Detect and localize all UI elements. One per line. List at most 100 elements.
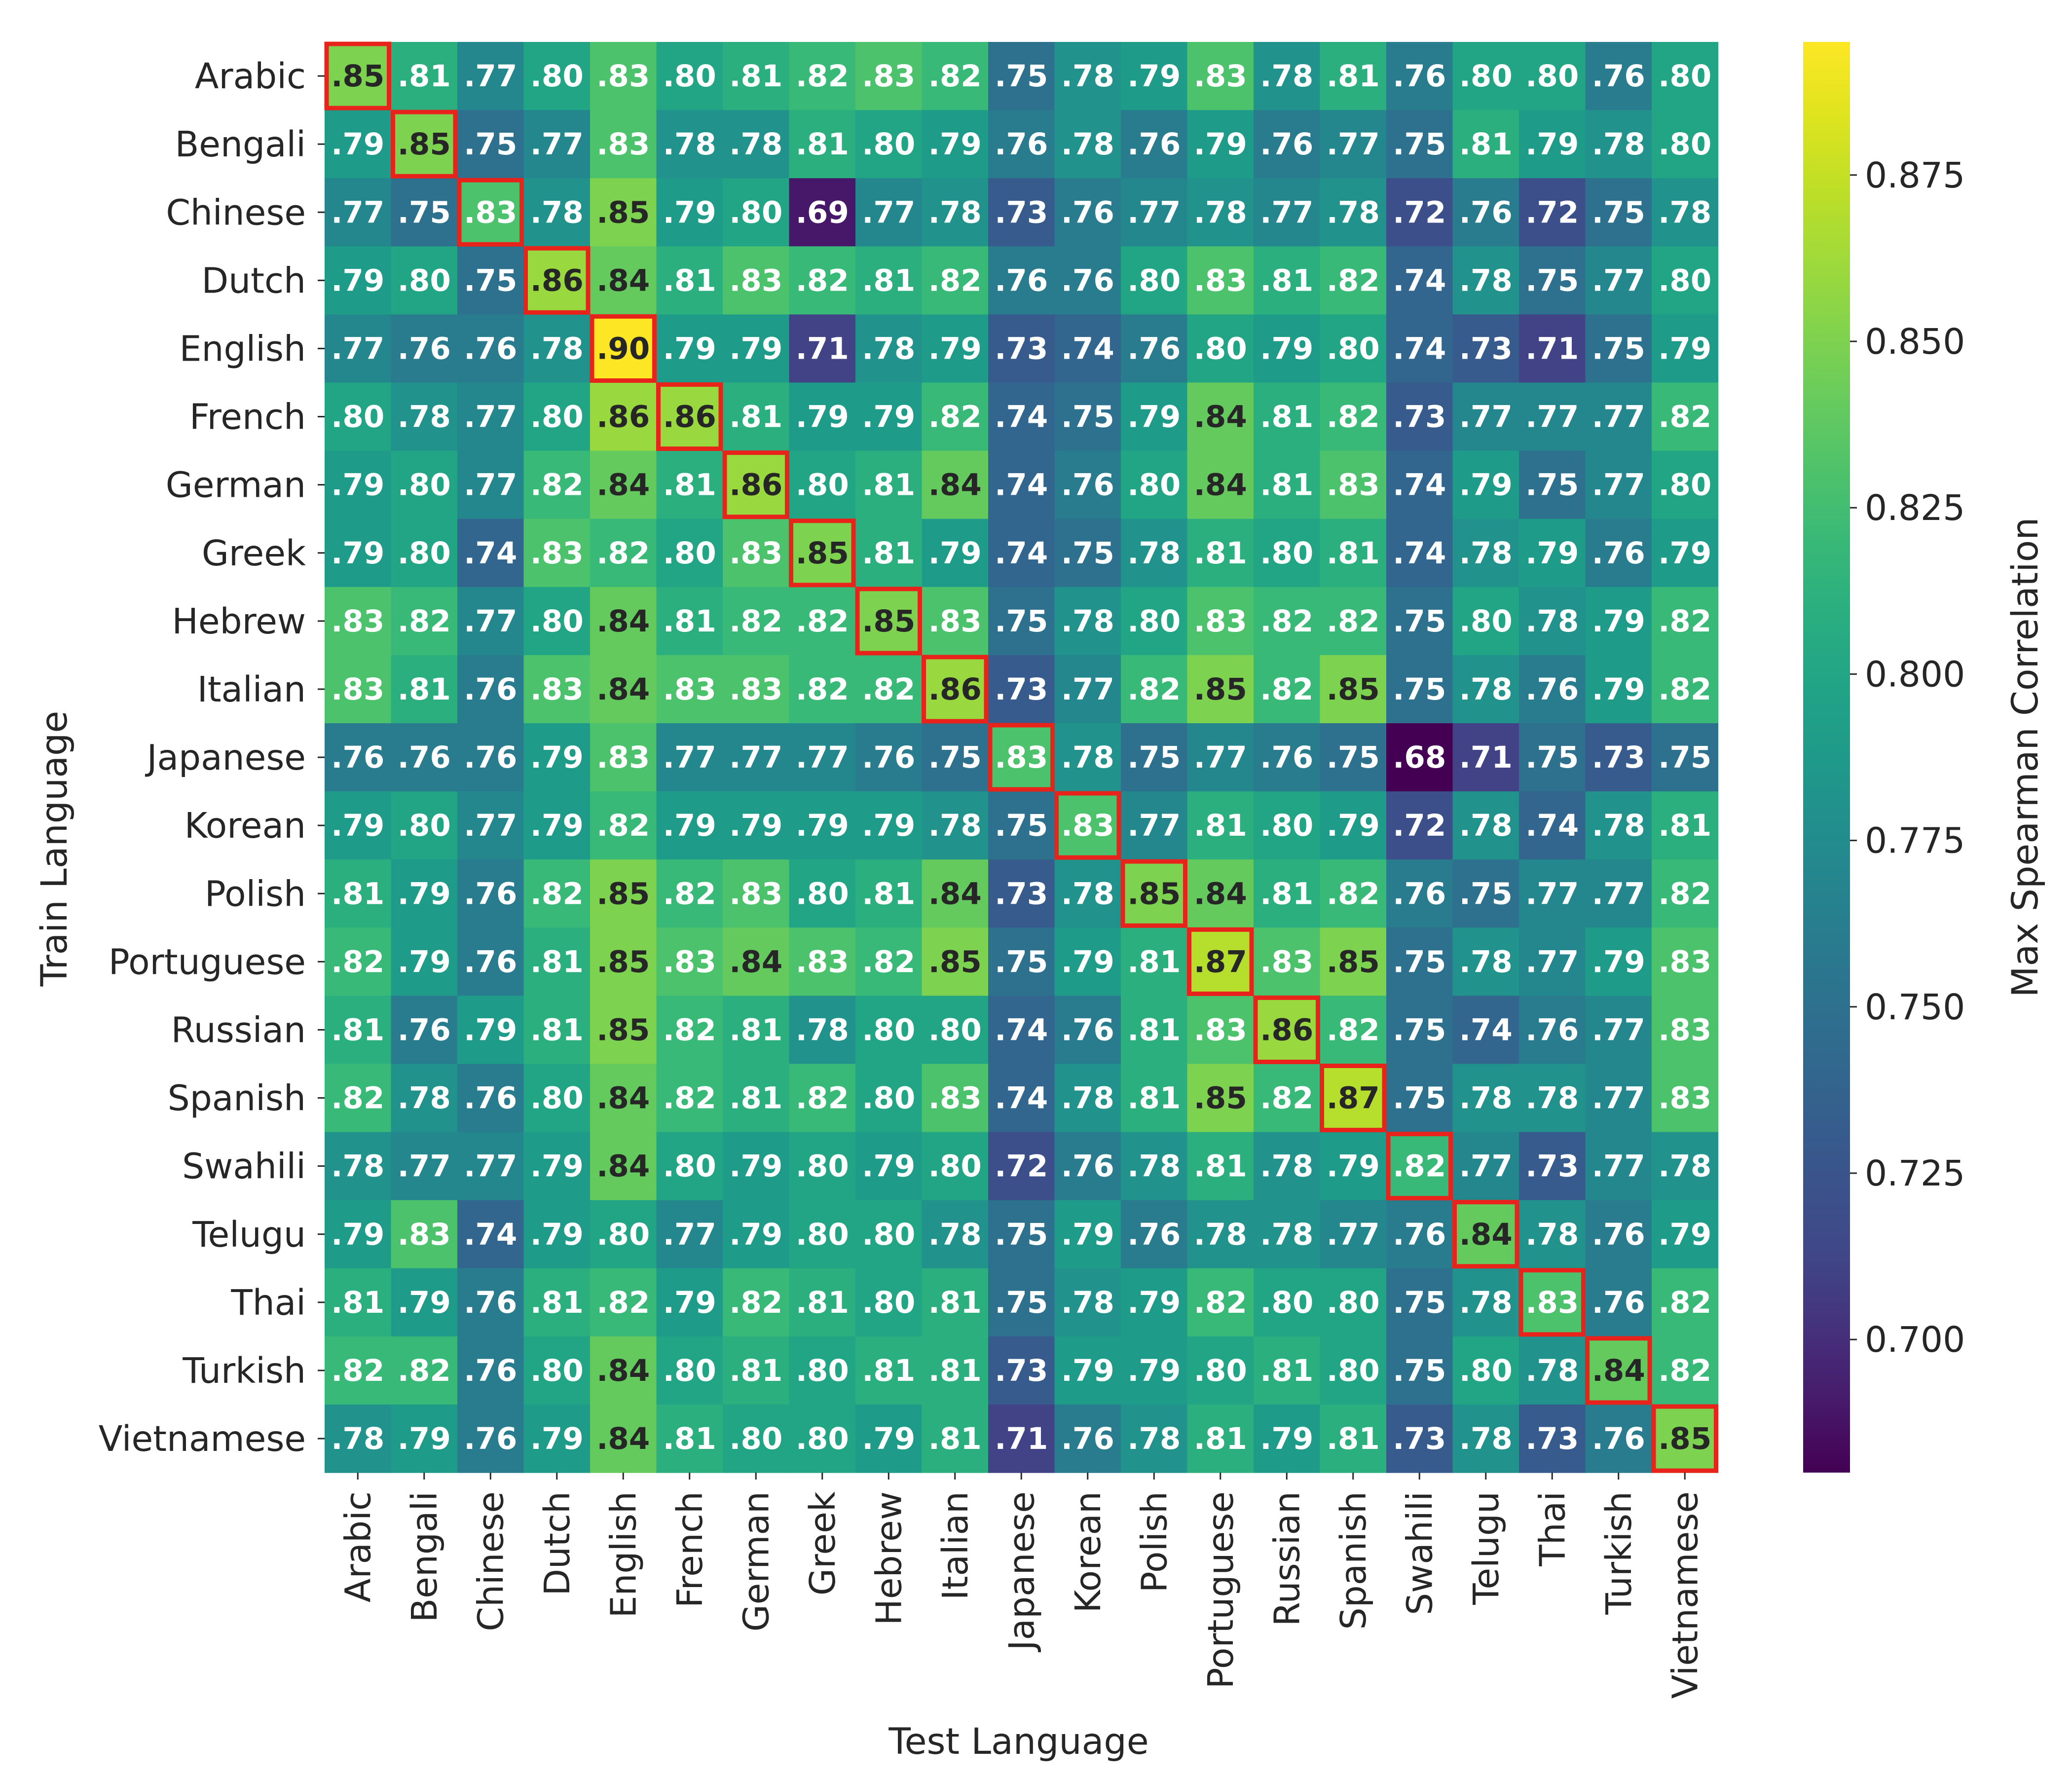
cell-value-label: .71 [995,1421,1048,1456]
cell-value-label: .76 [331,740,384,775]
heatmap-cell [1585,927,1652,996]
cell-value-label: .75 [1393,604,1446,639]
cell-value-label: .78 [1194,195,1247,230]
cell-value-label: .76 [464,672,517,707]
cell-value-label: .77 [464,468,517,503]
heatmap-cell [1585,996,1652,1065]
heatmap-cell [391,1268,458,1337]
heatmap-cell [1652,927,1719,996]
cell-value-label: .78 [796,1012,849,1047]
cell-value-label: .80 [530,400,584,435]
y-tick-label: Japanese [145,737,306,778]
heatmap-cell [1585,42,1652,111]
y-tick-label: German [166,465,306,506]
heatmap-cell [325,996,392,1065]
heatmap-cell [391,859,458,928]
heatmap-cell [723,791,790,860]
cell-value-label: .77 [1127,808,1181,843]
heatmap-cell [1652,859,1719,928]
x-tick-label: Italian [935,1491,976,1600]
cell-value-label: .76 [1061,1012,1114,1047]
cell-value-label: .81 [1260,468,1313,503]
heatmap-cell [656,1200,723,1269]
cell-value-label: .85 [1194,1081,1247,1116]
heatmap-cell [1386,450,1453,519]
cell-value-label: .75 [1459,876,1513,911]
colorbar-label: Max Spearman Correlation [2004,517,2046,997]
cell-value-label: .76 [1592,1217,1645,1252]
heatmap-cell [789,791,856,860]
heatmap-cell [325,518,392,588]
cell-value-label: .78 [1525,1217,1579,1252]
heatmap-cell [457,859,524,928]
heatmap-cell [325,246,392,315]
heatmap-cell [988,927,1055,996]
cell-value-label: .79 [331,808,384,843]
heatmap-cell [1452,110,1519,179]
cell-value-label: .83 [1658,1012,1711,1047]
heatmap-cell [922,655,989,724]
heatmap-cell [1652,1200,1719,1269]
heatmap-cell [656,518,723,588]
heatmap-cell [922,450,989,519]
heatmap-cell [922,587,989,656]
heatmap-cell [1452,42,1519,111]
cell-value-label: .74 [1393,331,1446,366]
heatmap-cell [457,655,524,724]
cell-value-label: .79 [331,127,384,162]
heatmap-cell [1452,927,1519,996]
heatmap-cell [1254,1200,1321,1269]
cell-value-label: .76 [398,740,451,775]
y-tick-labels: Arabic Bengali Chinese Dutch English French Ge… [99,56,325,1459]
heatmap-cell [590,791,657,860]
cell-value-label: .81 [862,536,915,571]
heatmap-cell [1254,1064,1321,1133]
cell-value-label: .82 [1327,400,1380,435]
cell-value-label: .76 [1127,331,1181,366]
cell-value-label: .77 [1592,876,1645,911]
heatmap-cell [1121,655,1188,724]
heatmap-cell [1187,450,1254,519]
heatmap-cell [325,1132,392,1201]
heatmap-cell [656,996,723,1065]
cell-value-label: .80 [1459,604,1513,639]
cell-value-label: .82 [1658,1285,1711,1320]
cell-value-label: .79 [862,1421,915,1456]
cell-value-label: .81 [331,876,384,911]
cell-value-label: .79 [1658,331,1711,366]
cell-value-label: .79 [398,876,451,911]
heatmap-cell [922,314,989,383]
cell-value-label: .77 [1592,400,1645,435]
cell-value-label: .71 [796,331,849,366]
cell-value-label: .80 [663,1353,716,1388]
cell-value-label: .78 [398,400,451,435]
cell-value-label: .79 [663,1285,716,1320]
cell-value-label: .86 [729,468,782,503]
heatmap-cell [1519,42,1586,111]
cell-value-label: .86 [596,400,650,435]
heatmap-cell [1452,587,1519,656]
heatmap-cell [1585,178,1652,247]
heatmap-cell [1254,42,1321,111]
heatmap-cell [457,450,524,519]
heatmap-cell [723,655,790,724]
y-tick-label: Turkish [182,1350,306,1391]
x-tick-label: Japanese [1001,1491,1042,1652]
heatmap-cell [1320,927,1387,996]
heatmap-cell [523,178,591,247]
cell-value-label: .83 [1061,808,1114,843]
cell-value-label: .81 [1260,400,1313,435]
cell-value-label: .79 [1592,604,1645,639]
cell-value-label: .81 [663,263,716,298]
cell-value-label: .79 [1127,1353,1181,1388]
heatmap-cell [1187,314,1254,383]
heatmap-cells [325,42,1719,1473]
heatmap-cell [922,859,989,928]
heatmap-cell [1320,1064,1387,1133]
cell-value-label: .83 [729,672,782,707]
cell-value-label: .80 [331,400,384,435]
cell-value-label: .76 [1061,195,1114,230]
cell-value-label: .83 [1194,59,1247,94]
heatmap-cell [789,996,856,1065]
heatmap-cell [1585,518,1652,588]
